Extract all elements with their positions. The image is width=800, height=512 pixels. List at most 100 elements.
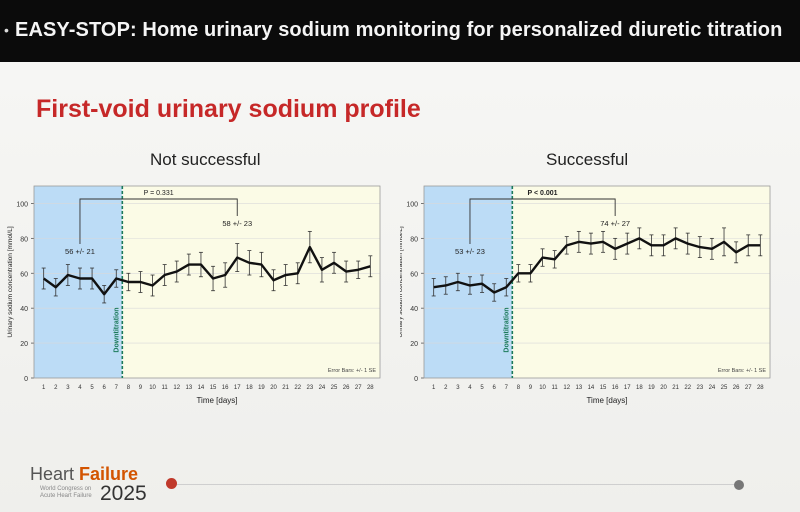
y-tick-label: 0: [414, 376, 418, 383]
x-tick-label: 24: [319, 385, 326, 391]
x-tick-label: 3: [66, 385, 70, 391]
pre-downtitration-area: [424, 186, 513, 378]
x-tick-label: 13: [186, 385, 193, 391]
header-bar: • EASY-STOP: Home urinary sodium monitor…: [0, 0, 800, 62]
x-tick-label: 17: [234, 385, 241, 391]
y-tick-label: 80: [410, 236, 418, 243]
x-tick-label: 10: [539, 385, 546, 391]
x-tick-label: 28: [367, 385, 374, 391]
pvalue-label: P = 0.331: [144, 190, 174, 197]
pvalue-bracket: [79, 198, 238, 244]
x-tick-label: 15: [210, 385, 217, 391]
x-tick-label: 23: [696, 385, 703, 391]
panel-title-not-successful: Not successful: [150, 150, 261, 169]
x-tick-label: 22: [684, 385, 691, 391]
x-tick-label: 6: [102, 385, 106, 391]
x-tick-label: 19: [258, 385, 265, 391]
y-tick-label: 40: [410, 306, 418, 313]
x-tick-label: 25: [721, 385, 728, 391]
y-tick-label: 20: [410, 341, 418, 348]
x-tick-label: 19: [648, 385, 655, 391]
x-tick-label: 16: [612, 385, 619, 391]
x-tick-label: 9: [139, 385, 143, 391]
pre-mean-annotation: 56 +/- 21: [65, 247, 95, 256]
slide: First-void urinary sodium profile Not su…: [0, 62, 800, 512]
x-tick-label: 20: [660, 385, 667, 391]
plot-frame: [33, 185, 381, 379]
x-tick-label: 11: [552, 385, 559, 391]
pvalue-bracket: [469, 198, 616, 244]
x-axis-label: Time [days]: [196, 396, 237, 405]
x-tick-label: 28: [757, 385, 764, 391]
sodium-series-line: [42, 245, 371, 296]
y-tick-label: 100: [16, 201, 28, 208]
logo-word-heart: Heart: [30, 464, 75, 484]
x-tick-label: 27: [355, 385, 362, 391]
panel-title-successful: Successful: [546, 150, 629, 169]
x-tick-label: 6: [492, 385, 496, 391]
sodium-series-line: [433, 237, 761, 294]
header-title: EASY-STOP: Home urinary sodium monitorin…: [15, 19, 783, 41]
header-bullet: •: [4, 22, 9, 38]
x-tick-label: 9: [529, 385, 533, 391]
x-tick-label: 14: [198, 385, 205, 391]
x-tick-label: 20: [270, 385, 277, 391]
y-axis-label: Urinary sodium concentration [mmol/L]: [400, 226, 404, 337]
x-tick-label: 3: [456, 385, 460, 391]
slide-title: First-void urinary sodium profile: [36, 95, 421, 123]
x-tick-label: 25: [331, 385, 338, 391]
x-tick-label: 8: [517, 385, 521, 391]
x-tick-label: 7: [505, 385, 509, 391]
post-mean-annotation: 58 +/- 23: [222, 219, 252, 228]
error-bars-note: Error Bars: +/- 1 SE: [328, 368, 376, 374]
x-tick-label: 7: [115, 385, 119, 391]
x-tick-label: 26: [343, 385, 350, 391]
x-tick-label: 12: [173, 385, 180, 391]
error-bars-note: Error Bars: +/- 1 SE: [718, 368, 766, 374]
x-tick-label: 1: [432, 385, 436, 391]
x-tick-label: 21: [672, 385, 679, 391]
footer-progress-dot-start: [166, 478, 177, 489]
x-tick-label: 15: [600, 385, 607, 391]
x-tick-label: 11: [162, 385, 169, 391]
x-tick-label: 24: [709, 385, 716, 391]
x-tick-label: 13: [576, 385, 583, 391]
footer-progress-dot-end: [734, 480, 744, 490]
y-tick-label: 0: [24, 376, 28, 383]
x-tick-label: 4: [78, 385, 82, 391]
y-tick-label: 60: [410, 271, 418, 278]
plot-frame: [423, 185, 771, 379]
logo-subtitle: World Congress on Acute Heart Failure: [40, 486, 92, 499]
x-tick-label: 27: [745, 385, 752, 391]
downtitration-label: Downtitration: [113, 307, 120, 352]
x-tick-label: 10: [149, 385, 156, 391]
post-mean-annotation: 74 +/- 27: [600, 219, 630, 228]
y-tick-label: 60: [20, 271, 28, 278]
x-tick-label: 5: [90, 385, 94, 391]
y-axis-label: Urinary sodium concentration [mmol/L]: [7, 226, 14, 337]
footer-progress-line: [177, 484, 737, 485]
x-tick-label: 26: [733, 385, 740, 391]
x-tick-label: 8: [127, 385, 131, 391]
y-tick-label: 80: [20, 236, 28, 243]
x-tick-label: 18: [246, 385, 253, 391]
x-tick-label: 2: [54, 385, 58, 391]
logo-word-failure: Failure: [79, 464, 139, 484]
heart-failure-logo: Heart Failure World Congress on Acute He…: [30, 464, 147, 505]
x-tick-label: 22: [294, 385, 301, 391]
pvalue-label: P < 0.001: [528, 190, 558, 197]
pre-mean-annotation: 53 +/- 23: [455, 247, 485, 256]
x-tick-label: 21: [282, 385, 289, 391]
x-tick-label: 23: [306, 385, 313, 391]
logo-year: 2025: [100, 482, 147, 505]
x-tick-label: 17: [624, 385, 631, 391]
x-tick-label: 5: [480, 385, 484, 391]
x-tick-label: 4: [468, 385, 472, 391]
x-tick-label: 1: [42, 385, 46, 391]
y-tick-label: 100: [406, 201, 418, 208]
y-tick-label: 20: [20, 341, 28, 348]
downtitration-label: Downtitration: [503, 307, 510, 352]
y-tick-label: 40: [20, 306, 28, 313]
